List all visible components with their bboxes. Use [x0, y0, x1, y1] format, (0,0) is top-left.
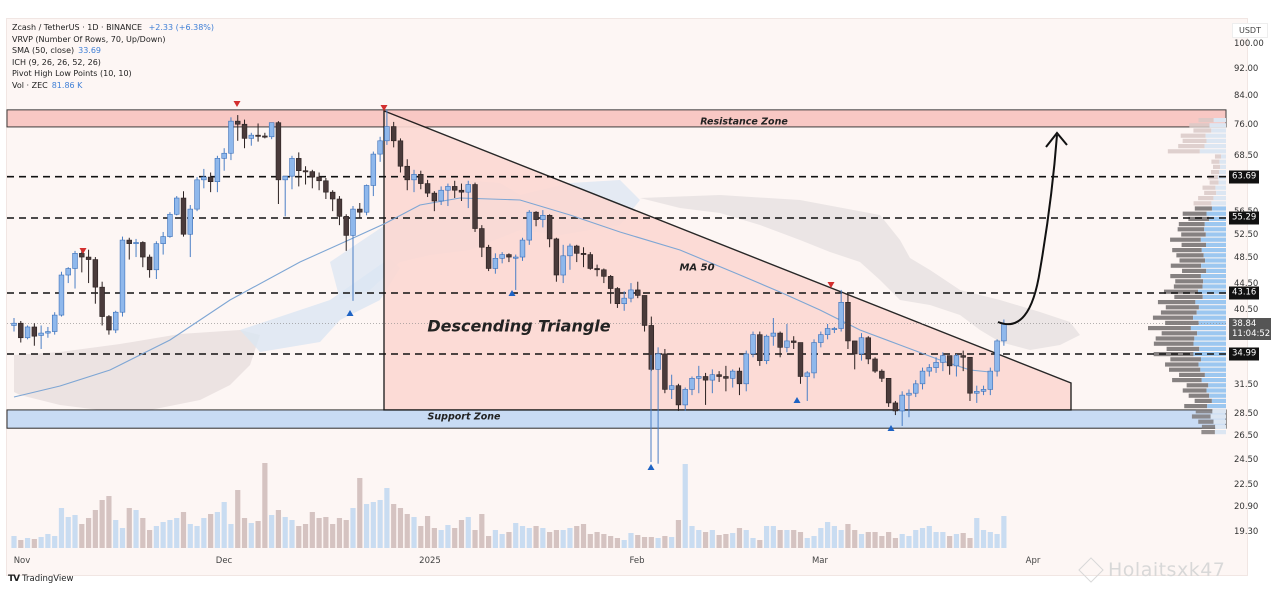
time-tick: Dec: [215, 556, 233, 566]
time-tick: Mar: [811, 556, 829, 566]
support-zone-label: Support Zone: [427, 411, 501, 423]
watermark-label: Holaitsxk47: [1108, 559, 1226, 581]
resistance-zone-label: Resistance Zone: [700, 116, 788, 128]
horizontal-levels: [7, 175, 1226, 355]
candlesticks: [11, 109, 1007, 464]
legend-indicator-sma[interactable]: SMA (50, close) 33.69: [12, 45, 214, 57]
price-tick: 84.00: [1234, 91, 1258, 101]
price-tick: 44.50: [1234, 279, 1258, 289]
tradingview-mark-icon: TV: [8, 574, 20, 584]
price-tick: 40.50: [1234, 305, 1258, 315]
legend-indicator-volume[interactable]: Vol · ZEC 81.86 K: [12, 80, 214, 92]
level-price-tag: 34.99: [1229, 347, 1260, 361]
indicator-label: ICH (9, 26, 26, 52, 26): [12, 57, 101, 67]
price-tick: 22.50: [1234, 480, 1258, 490]
indicator-label: Pivot High Low Points (10, 10): [12, 69, 132, 79]
watermark: Holaitsxk47: [1078, 557, 1226, 583]
level-price-tag: 55.29: [1229, 211, 1260, 225]
binance-diamond-icon: [1078, 557, 1104, 583]
ma-label: MA 50: [679, 262, 715, 274]
price-tick: 24.50: [1234, 455, 1258, 465]
time-tick: Nov: [13, 556, 31, 566]
price-tick: 26.50: [1234, 431, 1258, 441]
sma-50-line: [13, 197, 991, 398]
price-tick: 92.00: [1234, 64, 1258, 74]
time-tick: Feb: [629, 556, 645, 566]
price-tick: 31.50: [1234, 380, 1258, 390]
indicator-label: SMA (50, close): [12, 46, 75, 56]
legend-indicator-ichimoku[interactable]: ICH (9, 26, 26, 52, 26): [12, 57, 214, 69]
level-price-tag: 43.16: [1229, 286, 1260, 300]
price-tick: 19.30: [1234, 527, 1258, 537]
indicator-label: VRVP (Number Of Rows, 70, Up/Down): [12, 34, 166, 44]
time-tick: 2025: [419, 556, 441, 566]
last-price-tag: 38.84 11:04:52: [1229, 317, 1271, 340]
volume-profile: [1147, 118, 1226, 435]
pivot-markers: [79, 101, 895, 470]
price-tick: 48.50: [1234, 253, 1258, 263]
pattern-label: Descending Triangle: [427, 316, 611, 336]
price-tick: 68.50: [1234, 151, 1258, 161]
legend-symbol-row[interactable]: Zcash / TetherUS · 1D · BINANCE +2.33 (+…: [12, 22, 214, 34]
price-tick: 52.50: [1234, 230, 1258, 240]
brand-label: TradingView: [22, 574, 74, 584]
price-tick: 76.00: [1234, 120, 1258, 130]
indicator-value: 33.69: [78, 46, 102, 56]
level-price-tag: 63.69: [1229, 170, 1260, 184]
last-price: 38.84: [1232, 318, 1257, 329]
tradingview-logo[interactable]: TV TradingView: [8, 574, 73, 584]
currency-selector[interactable]: USDT: [1232, 23, 1268, 38]
chart-legend: Zcash / TetherUS · 1D · BINANCE +2.33 (+…: [12, 22, 214, 92]
price-tick: 28.50: [1234, 409, 1258, 419]
volume-bars: [11, 463, 1007, 548]
bar-countdown: 11:04:52: [1232, 328, 1271, 339]
symbol-label: Zcash / TetherUS · 1D · BINANCE: [12, 23, 143, 32]
legend-indicator-pivots[interactable]: Pivot High Low Points (10, 10): [12, 68, 214, 80]
indicator-value: 81.86 K: [51, 80, 83, 90]
legend-indicator-vrvp[interactable]: VRVP (Number Of Rows, 70, Up/Down): [12, 34, 214, 46]
indicator-label: Vol · ZEC: [12, 80, 48, 90]
price-tick: 20.90: [1234, 502, 1258, 512]
time-tick: Apr: [1025, 556, 1041, 566]
price-change: +2.33 (+6.38%): [148, 23, 215, 32]
projection-arrow: [997, 131, 1068, 326]
price-tick: 100.00: [1234, 39, 1264, 49]
